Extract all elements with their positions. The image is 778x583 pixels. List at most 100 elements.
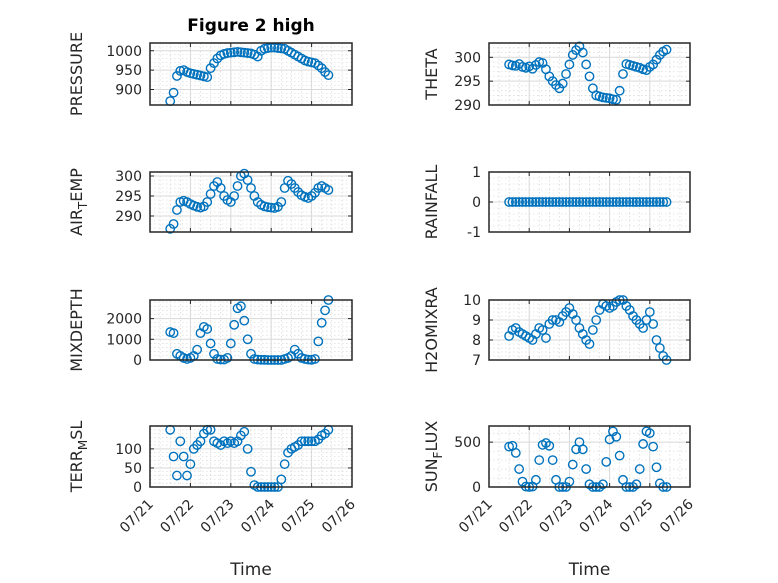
data-point (202, 197, 213, 207)
data-point (608, 197, 618, 207)
data-point (242, 175, 253, 185)
data-point (544, 197, 555, 207)
data-point (638, 197, 648, 207)
data-point (557, 78, 568, 89)
data-point (561, 197, 571, 207)
y-tick-label: 2000 (106, 312, 142, 328)
data-point (581, 464, 592, 474)
data-point (581, 59, 592, 70)
data-point (574, 197, 585, 207)
data-point (621, 197, 632, 207)
y-tick-label: 50 (124, 461, 142, 477)
x-axis-label: Time (568, 560, 611, 580)
data-point (661, 44, 672, 55)
subplot-pressure: 900 950 1000 PRESSURE (67, 32, 353, 116)
y-tick-label: 300 (115, 169, 142, 185)
data-point (554, 197, 565, 207)
data-point (235, 47, 246, 58)
axes-box (488, 171, 691, 233)
data-point (654, 343, 665, 353)
y-axis-label: MIXDEPTH (67, 288, 86, 371)
data-point (172, 205, 182, 215)
data-point (235, 301, 246, 312)
y-tick-label: 300 (454, 50, 481, 66)
data-point (168, 87, 179, 98)
data-point (205, 63, 216, 74)
data-point (648, 441, 659, 452)
y-tick-label: 0 (133, 353, 142, 369)
data-point (611, 197, 622, 207)
data-point (172, 71, 182, 81)
y-tick-label: 900 (115, 83, 142, 99)
y-tick-label: 0 (472, 195, 481, 211)
data-point (541, 197, 551, 207)
data-point (634, 197, 645, 207)
data-point (249, 354, 260, 364)
data-point (614, 450, 625, 461)
data-point (316, 317, 327, 328)
data-point (266, 202, 277, 213)
data-point (222, 48, 233, 58)
data-point (507, 197, 518, 207)
data-point (313, 336, 324, 347)
data-point (293, 187, 304, 197)
data-point (584, 197, 595, 207)
data-point (614, 197, 625, 207)
subplot-rainfall: -1 0 1 RAINFALL (422, 165, 691, 241)
data-point (534, 197, 545, 207)
data-point (587, 197, 598, 207)
data-point (310, 354, 320, 364)
data-point (631, 479, 642, 490)
y-tick-label: 295 (454, 74, 481, 90)
data-point (567, 459, 578, 470)
data-point (242, 443, 253, 454)
data-point (239, 315, 250, 326)
y-tick-label: 0 (133, 480, 142, 496)
data-point (567, 197, 578, 207)
data-point (242, 48, 253, 58)
data-point (246, 466, 256, 477)
subplot-mixdepth: 0 1000 2000 MIXDEPTH (67, 288, 353, 372)
x-axis-label: Time (229, 560, 272, 580)
data-point (547, 455, 558, 465)
data-point (628, 197, 638, 207)
data-point (601, 92, 612, 103)
y-axis-label: RAINFALL (422, 165, 441, 240)
data-point (591, 197, 602, 207)
data-point (209, 348, 219, 359)
data-point (644, 307, 655, 317)
data-point (584, 71, 595, 82)
axes-box (488, 299, 691, 361)
data-point (262, 43, 273, 53)
data-point (644, 428, 655, 439)
data-point (577, 444, 588, 455)
data-point (634, 464, 645, 474)
data-point (320, 305, 330, 316)
data-point (507, 60, 518, 71)
data-point (246, 183, 256, 193)
axes-box (488, 42, 691, 106)
data-point (279, 459, 290, 470)
data-point (648, 197, 659, 207)
figure-title: Figure 2 high (187, 16, 315, 36)
y-tick-label: 290 (115, 209, 142, 225)
y-tick-label: 1 (472, 165, 481, 181)
data-point (598, 92, 608, 103)
data-point (205, 338, 216, 349)
data-point (587, 325, 598, 335)
data-point (276, 474, 287, 485)
y-tick-label: 1000 (106, 44, 142, 60)
data-point (598, 479, 608, 490)
data-point (654, 50, 665, 60)
data-point (504, 197, 514, 207)
data-point (564, 476, 575, 487)
subplot-air-temp: 290 295 300 AIRTEMP (67, 168, 353, 236)
data-point (541, 333, 551, 343)
data-point (584, 339, 595, 349)
y-tick-label: 8 (472, 333, 481, 349)
data-point (212, 53, 223, 64)
y-tick-label: -1 (467, 225, 481, 241)
data-point (520, 197, 531, 207)
y-axis-label: H2OMIXRA (422, 287, 441, 373)
y-axis-label: AIRTEMP (67, 168, 90, 236)
